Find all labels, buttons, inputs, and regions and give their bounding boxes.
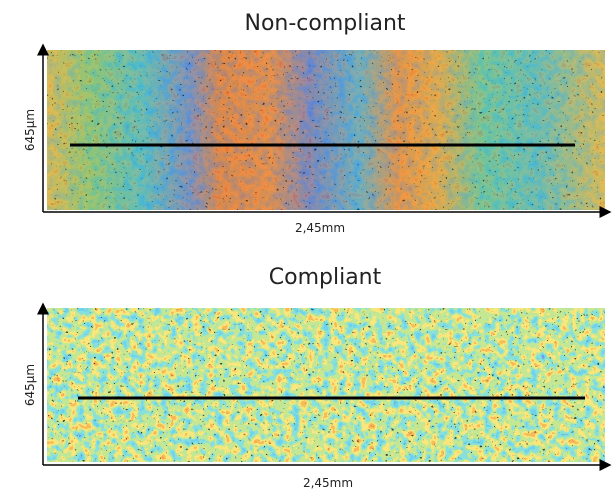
y-label: 645µm bbox=[23, 109, 37, 151]
panel-title: Non-compliant bbox=[244, 11, 405, 36]
speckle bbox=[47, 308, 605, 462]
x-label: 2,45mm bbox=[295, 221, 345, 235]
x-label: 2,45mm bbox=[303, 476, 353, 490]
speckle bbox=[47, 50, 605, 210]
y-label: 645µm bbox=[23, 364, 37, 406]
panel-title: Compliant bbox=[269, 265, 382, 290]
